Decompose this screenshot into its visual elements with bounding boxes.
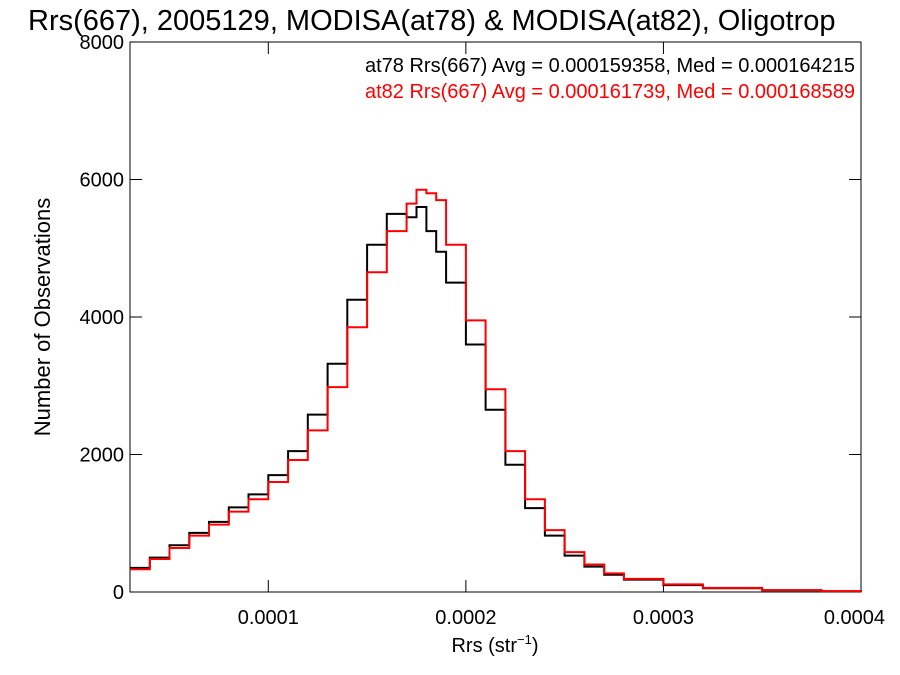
x-axis: 0.0001 0.0002 0.0003 0.0004 bbox=[238, 42, 885, 629]
chart-title: Rrs(667), 2005129, MODISA(at78) & MODISA… bbox=[28, 5, 835, 37]
x-axis-label-sup: −1 bbox=[517, 632, 532, 647]
x-axis-label-main: Rrs (str bbox=[451, 635, 517, 657]
x-tick-label: 0.0004 bbox=[824, 607, 885, 629]
series-line-at78 bbox=[130, 206, 862, 593]
x-axis-label-close: ) bbox=[532, 635, 539, 657]
series-group bbox=[130, 188, 862, 593]
x-axis-label: Rrs (str−1) bbox=[451, 632, 538, 657]
y-tick-label: 0 bbox=[113, 582, 124, 604]
y-tick-label: 4000 bbox=[80, 307, 125, 329]
x-tick-label: 0.0003 bbox=[633, 607, 694, 629]
annotation-at78: at78 Rrs(667) Avg = 0.000159358, Med = 0… bbox=[365, 55, 855, 77]
y-axis: 0 2000 4000 6000 8000 bbox=[80, 32, 861, 604]
plot-frame bbox=[129, 41, 862, 593]
series-line-at82 bbox=[130, 188, 862, 593]
x-tick-label: 0.0002 bbox=[435, 607, 496, 629]
x-tick-label: 0.0001 bbox=[238, 607, 299, 629]
y-tick-label: 6000 bbox=[80, 170, 125, 192]
y-axis-label: Number of Observations bbox=[30, 198, 55, 436]
annotation-at82: at82 Rrs(667) Avg = 0.000161739, Med = 0… bbox=[365, 81, 855, 103]
y-tick-label: 8000 bbox=[80, 32, 125, 54]
y-tick-label: 2000 bbox=[80, 445, 125, 467]
